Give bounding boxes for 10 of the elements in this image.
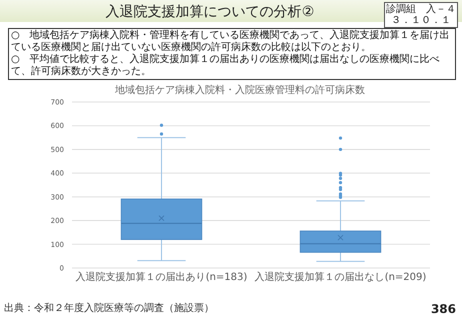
text: ３．１０．１ bbox=[391, 15, 451, 26]
source-note: 出典：令和２年度入院医療等の調査（施設票） bbox=[4, 302, 214, 315]
text: 386 bbox=[430, 302, 456, 316]
chart-subtitle: 地域包括ケア病棟入院料・入院医療管理料の許可病床数 bbox=[114, 84, 366, 97]
chart-title: 入退院支援加算についての分析② bbox=[104, 3, 316, 21]
text: 診調組 入－４ bbox=[386, 4, 456, 15]
text: ○ 平均値で比較すると、入退院支援加算１の届出ありの医療機関は届出なしの医療機関に比べて、許可病床数が大きかった。 bbox=[11, 54, 441, 78]
x-tick-label: 入退院支援加算１の届出なし(n=209) bbox=[254, 272, 428, 283]
x-tick-label: 入退院支援加算１の届出あり(n=183) bbox=[74, 272, 248, 283]
text: ○ 地域包括ケア病棟入院料・管理料を有している医療機関であって、入退院支援加算１を届け出ている医療機関と届け出ていない医療機関の許可病床数の比較は以下のとおり。 bbox=[11, 30, 451, 54]
